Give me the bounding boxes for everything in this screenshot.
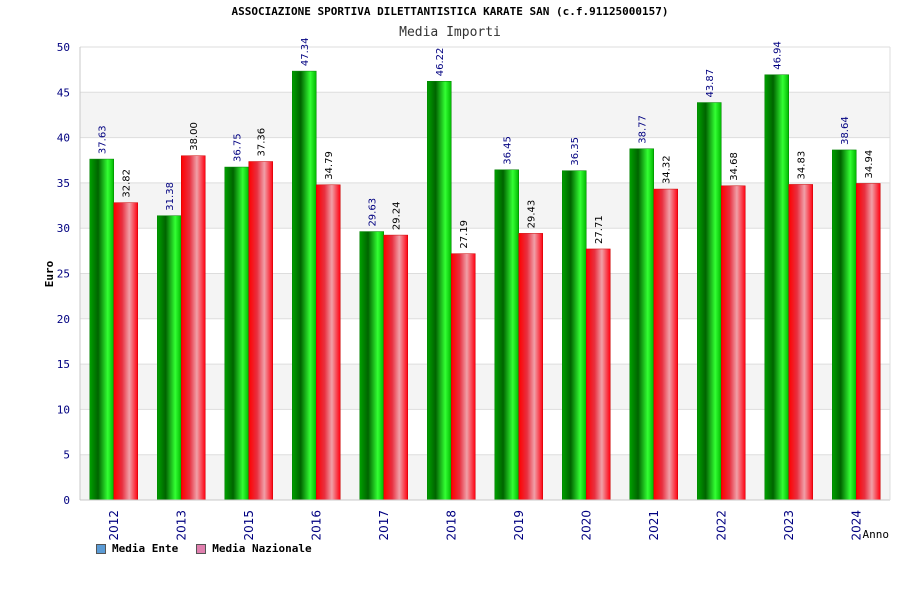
grid-band: [80, 318, 890, 365]
bar-media-ente: [89, 158, 114, 501]
x-tick-label: 2020: [579, 510, 593, 541]
data-label: 31.38: [165, 182, 176, 211]
bar-media-nazionale: [518, 233, 543, 501]
y-tick-label: 0: [63, 494, 70, 507]
bar-media-ente: [224, 166, 249, 501]
axes: [79, 47, 891, 501]
y-tick-label: 40: [57, 132, 70, 145]
grid-band: [80, 92, 890, 138]
legend-swatch-media-ente: [96, 543, 106, 554]
data-label: 34.94: [864, 150, 875, 179]
bar-media-nazionale: [181, 155, 206, 501]
y-tick-label: 5: [63, 449, 70, 462]
legend: Media Ente Media Nazionale: [96, 542, 312, 555]
y-tick-label: 45: [57, 86, 70, 99]
data-label: 29.63: [368, 198, 379, 227]
bar-media-nazionale: [383, 234, 408, 501]
legend-item-media-nazionale: Media Nazionale: [196, 542, 312, 555]
bar-media-nazionale: [248, 161, 273, 501]
data-label: 29.24: [392, 201, 403, 230]
y-tick-label: 35: [57, 177, 70, 190]
grid-band: [80, 273, 890, 319]
y-tick-label: 25: [57, 268, 70, 281]
x-tick-label: 2013: [174, 510, 188, 541]
x-tick-label: 2022: [714, 510, 728, 541]
bar-media-ente: [292, 70, 317, 501]
bar-media-nazionale: [316, 184, 341, 501]
grid-band: [80, 454, 890, 500]
data-label: 27.71: [594, 215, 605, 244]
legend-swatch-media-nazionale: [196, 543, 207, 554]
x-tick-labels: 2012 2013 2015 2016 2017 2018 2019 2020 2021 2022…: [107, 510, 864, 541]
bar-media-nazionale: [721, 185, 746, 501]
chart-subtitle: Media Importi: [399, 25, 501, 40]
x-tick-label: 2016: [309, 510, 323, 541]
x-tick-label: 2012: [107, 510, 121, 541]
data-label: 29.43: [527, 200, 538, 229]
bar-media-ente: [157, 215, 182, 501]
data-label: 46.94: [773, 41, 784, 70]
grid-band: [80, 228, 890, 274]
grid-band: [80, 409, 890, 455]
bars: 37.63 32.82 31.38 38.00 36.75 37.36 47.34 34.79…: [89, 37, 881, 501]
x-tick-label: 2017: [377, 510, 391, 541]
chart-title: ASSOCIAZIONE SPORTIVA DILETTANTISTICA KA…: [231, 5, 669, 18]
bar-media-ente: [629, 148, 654, 501]
data-label: 46.22: [435, 48, 446, 77]
x-axis-label: Anno: [863, 528, 890, 541]
bar-media-ente: [697, 102, 722, 501]
data-label: 37.63: [98, 125, 109, 154]
data-label: 34.79: [324, 151, 335, 180]
data-label: 34.83: [797, 151, 808, 180]
data-label: 36.75: [233, 133, 244, 162]
x-tick-label: 2018: [444, 510, 458, 541]
data-label: 38.00: [189, 122, 200, 151]
legend-label-media-ente: Media Ente: [112, 542, 179, 555]
y-tick-label: 10: [57, 403, 70, 416]
y-tick-label: 50: [57, 41, 70, 54]
legend-label-media-nazionale: Media Nazionale: [212, 542, 312, 555]
plot-background: [80, 47, 890, 500]
data-label: 32.82: [122, 169, 133, 198]
grid-band: [80, 137, 890, 183]
grid-band: [80, 364, 890, 410]
y-tick-label: 20: [57, 313, 70, 326]
data-label: 34.68: [729, 152, 740, 181]
data-label: 34.32: [662, 155, 673, 184]
bar-media-nazionale: [856, 183, 881, 501]
data-label: 38.64: [840, 116, 851, 145]
data-label: 36.45: [503, 136, 514, 165]
data-label: 37.36: [257, 128, 268, 157]
bar-media-ente: [494, 169, 519, 501]
data-label: 47.34: [300, 37, 311, 66]
grid-band: [80, 47, 890, 93]
bar-media-ente: [832, 149, 857, 501]
bar-media-nazionale: [586, 248, 611, 501]
bar-media-ente: [562, 170, 587, 501]
grid-band: [80, 182, 890, 229]
y-tick-label: 15: [57, 358, 70, 371]
x-tick-label: 2021: [647, 510, 661, 541]
bar-media-ente: [359, 231, 384, 501]
x-tick-label: 2024: [849, 510, 863, 541]
data-label: 43.87: [705, 69, 716, 98]
legend-item-media-ente: Media Ente: [96, 542, 178, 555]
y-axis-label: Euro: [43, 260, 56, 287]
bar-media-nazionale: [451, 253, 476, 501]
data-label: 27.19: [459, 220, 470, 249]
bar-media-ente: [764, 74, 789, 501]
y-tick-labels: 0 5 10 15 20 25 30 35 40 45 50: [57, 41, 70, 507]
data-label: 36.35: [570, 137, 581, 166]
data-label: 38.77: [638, 115, 649, 144]
y-tick-label: 30: [57, 222, 70, 235]
bar-media-nazionale: [113, 202, 138, 501]
x-tick-label: 2019: [512, 510, 526, 541]
x-tick-label: 2023: [782, 510, 796, 541]
bar-media-nazionale: [653, 188, 678, 501]
x-tick-label: 2015: [242, 510, 256, 541]
bar-media-ente: [427, 80, 452, 501]
bar-media-nazionale: [788, 184, 813, 501]
